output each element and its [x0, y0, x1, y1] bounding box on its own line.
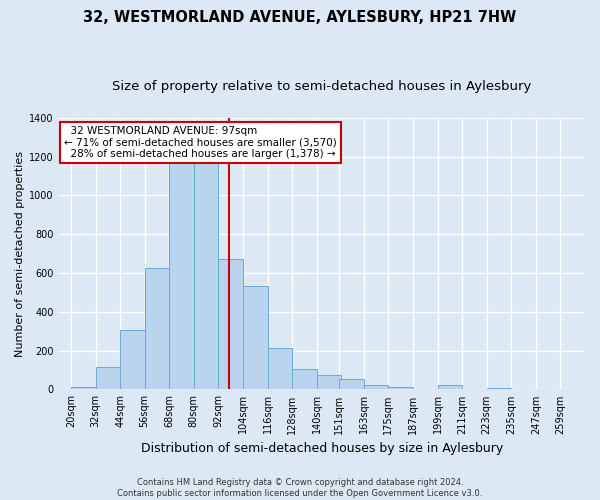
- Bar: [487, 388, 511, 390]
- Bar: [364, 384, 388, 390]
- Bar: [268, 348, 292, 390]
- Bar: [218, 260, 243, 390]
- Bar: [339, 379, 364, 390]
- Bar: [120, 330, 145, 390]
- Bar: [437, 384, 462, 390]
- Title: Size of property relative to semi-detached houses in Aylesbury: Size of property relative to semi-detach…: [112, 80, 532, 93]
- Text: Contains HM Land Registry data © Crown copyright and database right 2024.
Contai: Contains HM Land Registry data © Crown c…: [118, 478, 482, 498]
- Bar: [317, 375, 341, 390]
- Y-axis label: Number of semi-detached properties: Number of semi-detached properties: [15, 150, 25, 356]
- Bar: [95, 367, 120, 390]
- Bar: [194, 160, 218, 390]
- Bar: [292, 369, 317, 390]
- Bar: [243, 286, 268, 390]
- Bar: [145, 268, 169, 390]
- X-axis label: Distribution of semi-detached houses by size in Aylesbury: Distribution of semi-detached houses by …: [141, 442, 503, 455]
- Bar: [169, 162, 194, 390]
- Text: 32 WESTMORLAND AVENUE: 97sqm
← 71% of semi-detached houses are smaller (3,570)
 : 32 WESTMORLAND AVENUE: 97sqm ← 71% of se…: [64, 126, 337, 159]
- Bar: [71, 388, 95, 390]
- Text: 32, WESTMORLAND AVENUE, AYLESBURY, HP21 7HW: 32, WESTMORLAND AVENUE, AYLESBURY, HP21 …: [83, 10, 517, 25]
- Bar: [388, 388, 413, 390]
